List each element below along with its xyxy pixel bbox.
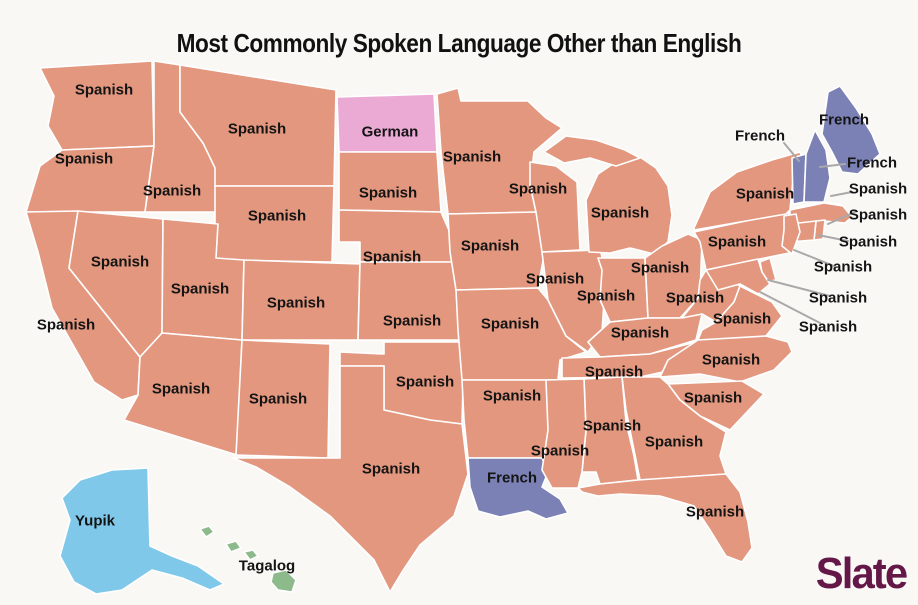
state-nj	[781, 213, 801, 255]
language-label-hi: Tagalog	[239, 557, 295, 574]
language-label-wi: Spanish	[509, 180, 567, 197]
language-label-nj: Spanish	[814, 258, 872, 275]
state-mn	[436, 87, 563, 215]
state-mi	[543, 135, 641, 167]
language-label-in: Spanish	[577, 287, 635, 304]
state-mi	[585, 156, 673, 255]
state-hi	[243, 549, 259, 561]
state-tx	[232, 365, 469, 593]
state-ga	[621, 376, 727, 481]
language-label-sd: Spanish	[359, 184, 417, 201]
language-label-va: Spanish	[713, 310, 771, 327]
language-label-ca: Spanish	[37, 316, 95, 333]
language-label-la: French	[487, 469, 537, 486]
language-label-me: French	[819, 111, 869, 128]
state-hi	[225, 540, 242, 553]
language-label-nd: German	[362, 123, 419, 140]
language-label-ne: Spanish	[363, 248, 421, 265]
language-label-ms: Spanish	[531, 442, 589, 459]
language-label-tn: Spanish	[585, 363, 643, 380]
state-hi	[199, 525, 215, 538]
leader-line-nj	[793, 249, 835, 267]
leader-line-vt	[783, 142, 800, 162]
state-sd	[338, 151, 442, 213]
language-label-ga: Spanish	[645, 433, 703, 450]
state-fl	[577, 473, 753, 563]
state-me	[821, 85, 881, 175]
language-label-ma: Spanish	[849, 180, 907, 197]
states-layer	[25, 60, 881, 595]
language-label-oh: Spanish	[631, 259, 689, 276]
language-label-ny: Spanish	[736, 185, 794, 202]
state-ak	[59, 467, 225, 595]
language-label-al: Spanish	[583, 417, 641, 434]
state-wa	[39, 60, 155, 151]
language-label-co: Spanish	[267, 294, 325, 311]
language-label-wa: Spanish	[75, 81, 133, 98]
state-labels-layer: SpanishSpanishSpanishSpanishSpanishSpani…	[37, 81, 907, 574]
language-label-ia: Spanish	[461, 237, 519, 254]
language-label-vt: French	[735, 127, 785, 144]
language-label-nm: Spanish	[249, 390, 307, 407]
state-ms	[541, 378, 587, 489]
language-label-il: Spanish	[526, 270, 584, 287]
language-label-mi: Spanish	[591, 204, 649, 221]
language-label-id: Spanish	[143, 182, 201, 199]
leader-line-nh	[819, 163, 846, 168]
leader-line-de	[767, 279, 831, 297]
state-va	[697, 285, 783, 343]
language-label-de: Spanish	[809, 289, 867, 306]
language-label-fl: Spanish	[686, 503, 744, 520]
state-hi	[270, 569, 297, 593]
map-title: Most Commonly Spoken Language Other than…	[176, 28, 742, 58]
leader-line-md	[759, 291, 821, 324]
language-label-ky: Spanish	[611, 324, 669, 341]
leader-line-ma	[830, 191, 853, 197]
language-label-or: Spanish	[55, 150, 113, 167]
leader-line-ri	[827, 211, 856, 225]
slate-logo: Slate	[815, 549, 908, 598]
language-label-wv: Spanish	[666, 289, 724, 306]
state-mt	[179, 64, 337, 187]
language-label-ar: Spanish	[483, 387, 541, 404]
language-label-mn: Spanish	[443, 148, 501, 165]
language-label-sc: Spanish	[684, 389, 742, 406]
language-label-ri: Spanish	[849, 206, 907, 223]
language-label-nh: French	[847, 154, 897, 171]
state-md	[705, 258, 771, 295]
language-label-ak: Yupik	[75, 512, 116, 529]
state-nc	[659, 335, 793, 383]
language-label-md: Spanish	[799, 318, 857, 335]
language-label-ct: Spanish	[839, 233, 897, 250]
language-label-pa: Spanish	[708, 233, 766, 250]
language-label-nv: Spanish	[91, 253, 149, 270]
state-nh	[803, 129, 831, 203]
leader-lines-layer	[759, 142, 856, 324]
language-label-wy: Spanish	[248, 207, 306, 224]
language-label-ok: Spanish	[396, 373, 454, 390]
language-label-nc: Spanish	[702, 351, 760, 368]
language-label-ut: Spanish	[171, 280, 229, 297]
language-label-tx: Spanish	[362, 460, 420, 477]
language-label-mt: Spanish	[228, 120, 286, 137]
language-label-ks: Spanish	[383, 312, 441, 329]
language-label-mo: Spanish	[481, 315, 539, 332]
leader-line-ct	[817, 234, 849, 242]
language-label-az: Spanish	[152, 380, 210, 397]
